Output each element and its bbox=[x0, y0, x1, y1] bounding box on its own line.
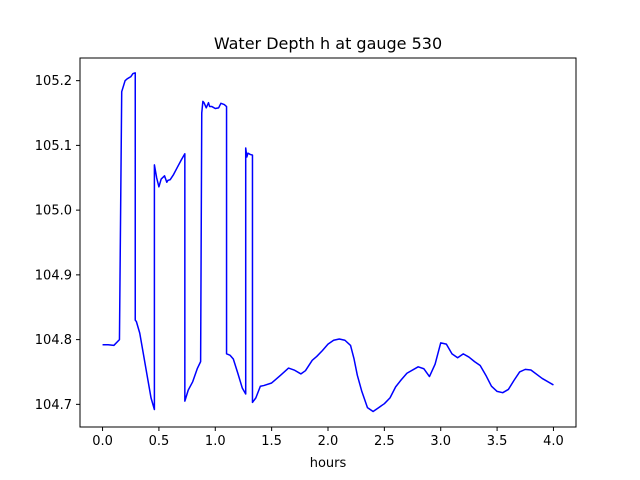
x-tick-label: 2.5 bbox=[374, 434, 395, 449]
y-tick-label: 105.0 bbox=[35, 204, 72, 219]
x-tick-label: 2.0 bbox=[318, 434, 339, 449]
plot-area bbox=[102, 72, 554, 413]
x-tick-label: 3.0 bbox=[430, 434, 451, 449]
x-tick-label: 1.5 bbox=[261, 434, 282, 449]
series-line-0 bbox=[102, 72, 554, 413]
x-tick-label: 4.0 bbox=[543, 434, 564, 449]
y-tick-label: 104.7 bbox=[35, 398, 72, 413]
y-axis-ticks: 104.7 104.8 104.9 105.0 105.1 105.2 bbox=[35, 74, 80, 413]
x-axis-ticks: 0.0 0.5 1.0 1.5 2.0 2.5 3.0 3.5 4.0 bbox=[92, 427, 564, 449]
x-tick-label: 0.5 bbox=[149, 434, 170, 449]
chart-title: Water Depth h at gauge 530 bbox=[214, 34, 442, 53]
y-tick-label: 104.8 bbox=[35, 333, 72, 348]
x-tick-label: 3.5 bbox=[487, 434, 508, 449]
y-tick-label: 105.1 bbox=[35, 139, 72, 154]
y-tick-label: 104.9 bbox=[35, 268, 72, 283]
x-tick-label: 1.0 bbox=[205, 434, 226, 449]
y-tick-label: 105.2 bbox=[35, 74, 72, 89]
x-axis-label: hours bbox=[310, 456, 347, 471]
x-tick-label: 0.0 bbox=[92, 434, 113, 449]
plot-frame bbox=[79, 57, 577, 428]
